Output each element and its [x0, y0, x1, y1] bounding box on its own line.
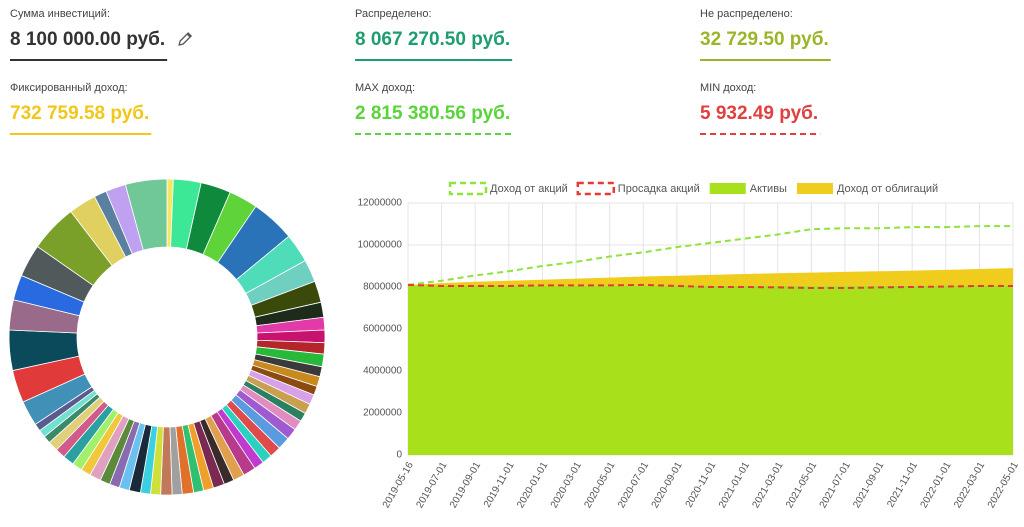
- legend-label: Активы: [750, 183, 787, 195]
- y-tick-label: 6000000: [363, 324, 402, 335]
- stat-value: 8 067 270.50 руб.: [355, 29, 510, 50]
- legend-item[interactable]: Доход от акций: [448, 181, 568, 196]
- stat-label: MAX доход:: [355, 82, 415, 94]
- x-tick-label: 2019-11-01: [482, 460, 517, 510]
- x-tick-label: 2020-05-01: [582, 460, 617, 510]
- stat-value: 2 815 380.56 руб.: [355, 103, 510, 124]
- stat-label: MIN доход:: [700, 82, 756, 94]
- legend-swatch: [709, 183, 746, 194]
- stat-label: Распределено:: [355, 8, 432, 20]
- y-tick-label: 8000000: [363, 282, 402, 293]
- legend-item[interactable]: Просадка акций: [576, 181, 700, 196]
- pencil: [178, 32, 193, 46]
- x-tick-label: 2021-01-01: [717, 460, 752, 510]
- stat-value: 732 759.58 руб.: [10, 103, 149, 124]
- x-tick-label: 2020-07-01: [616, 460, 651, 510]
- x-tick-label: 2019-05-16: [381, 460, 416, 510]
- edit-icon[interactable]: [178, 32, 193, 46]
- x-tick-label: 2019-09-01: [448, 460, 483, 510]
- legend-swatch: [576, 181, 616, 196]
- x-tick-label: 2020-11-01: [684, 460, 719, 510]
- legend-item[interactable]: Активы: [709, 183, 787, 195]
- x-tick-label: 2019-07-01: [414, 460, 449, 510]
- x-tick-label: 2022-03-01: [952, 460, 987, 510]
- y-tick-label: 10000000: [358, 240, 403, 251]
- area: [408, 268, 1013, 286]
- x-tick-label: 2020-03-01: [549, 460, 584, 510]
- area: [408, 285, 1013, 455]
- stat-label: Не распределено:: [700, 8, 793, 20]
- x-tick-label: 2022-05-01: [986, 460, 1021, 510]
- legend-item[interactable]: Доход от облигаций: [796, 183, 938, 195]
- legend-label: Доход от акций: [490, 183, 568, 195]
- legend-swatch: [448, 181, 488, 196]
- y-tick-label: 12000000: [358, 198, 403, 209]
- x-tick-label: 2021-09-01: [851, 460, 886, 510]
- stat-label: Сумма инвестиций:: [10, 8, 110, 20]
- x-tick-label: 2020-09-01: [650, 460, 685, 510]
- x-tick-label: 2022-01-01: [919, 460, 954, 510]
- stat-value: 5 932.49 руб.: [700, 103, 818, 124]
- stat-value: 32 729.50 руб.: [700, 29, 829, 50]
- x-tick-label: 2021-05-01: [784, 460, 819, 510]
- legend-label: Просадка акций: [618, 183, 700, 195]
- y-tick-label: 2000000: [363, 408, 402, 419]
- x-tick-label: 2021-03-01: [751, 460, 786, 510]
- y-tick-label: 4000000: [363, 366, 402, 377]
- x-tick-label: 2021-11-01: [885, 460, 920, 510]
- line: [407, 225, 1013, 286]
- x-tick-label: 2021-07-01: [818, 460, 853, 510]
- line: [407, 283, 1013, 290]
- legend-label: Доход от облигаций: [837, 183, 938, 195]
- stat-label: Фиксированный доход:: [10, 82, 128, 94]
- legend-swatch: [796, 183, 833, 194]
- pie-slice: [124, 178, 168, 251]
- x-tick-label: 2020-01-01: [515, 460, 550, 510]
- y-tick-label: 0: [396, 450, 402, 461]
- stat-value: 8 100 000.00 руб.: [10, 29, 165, 50]
